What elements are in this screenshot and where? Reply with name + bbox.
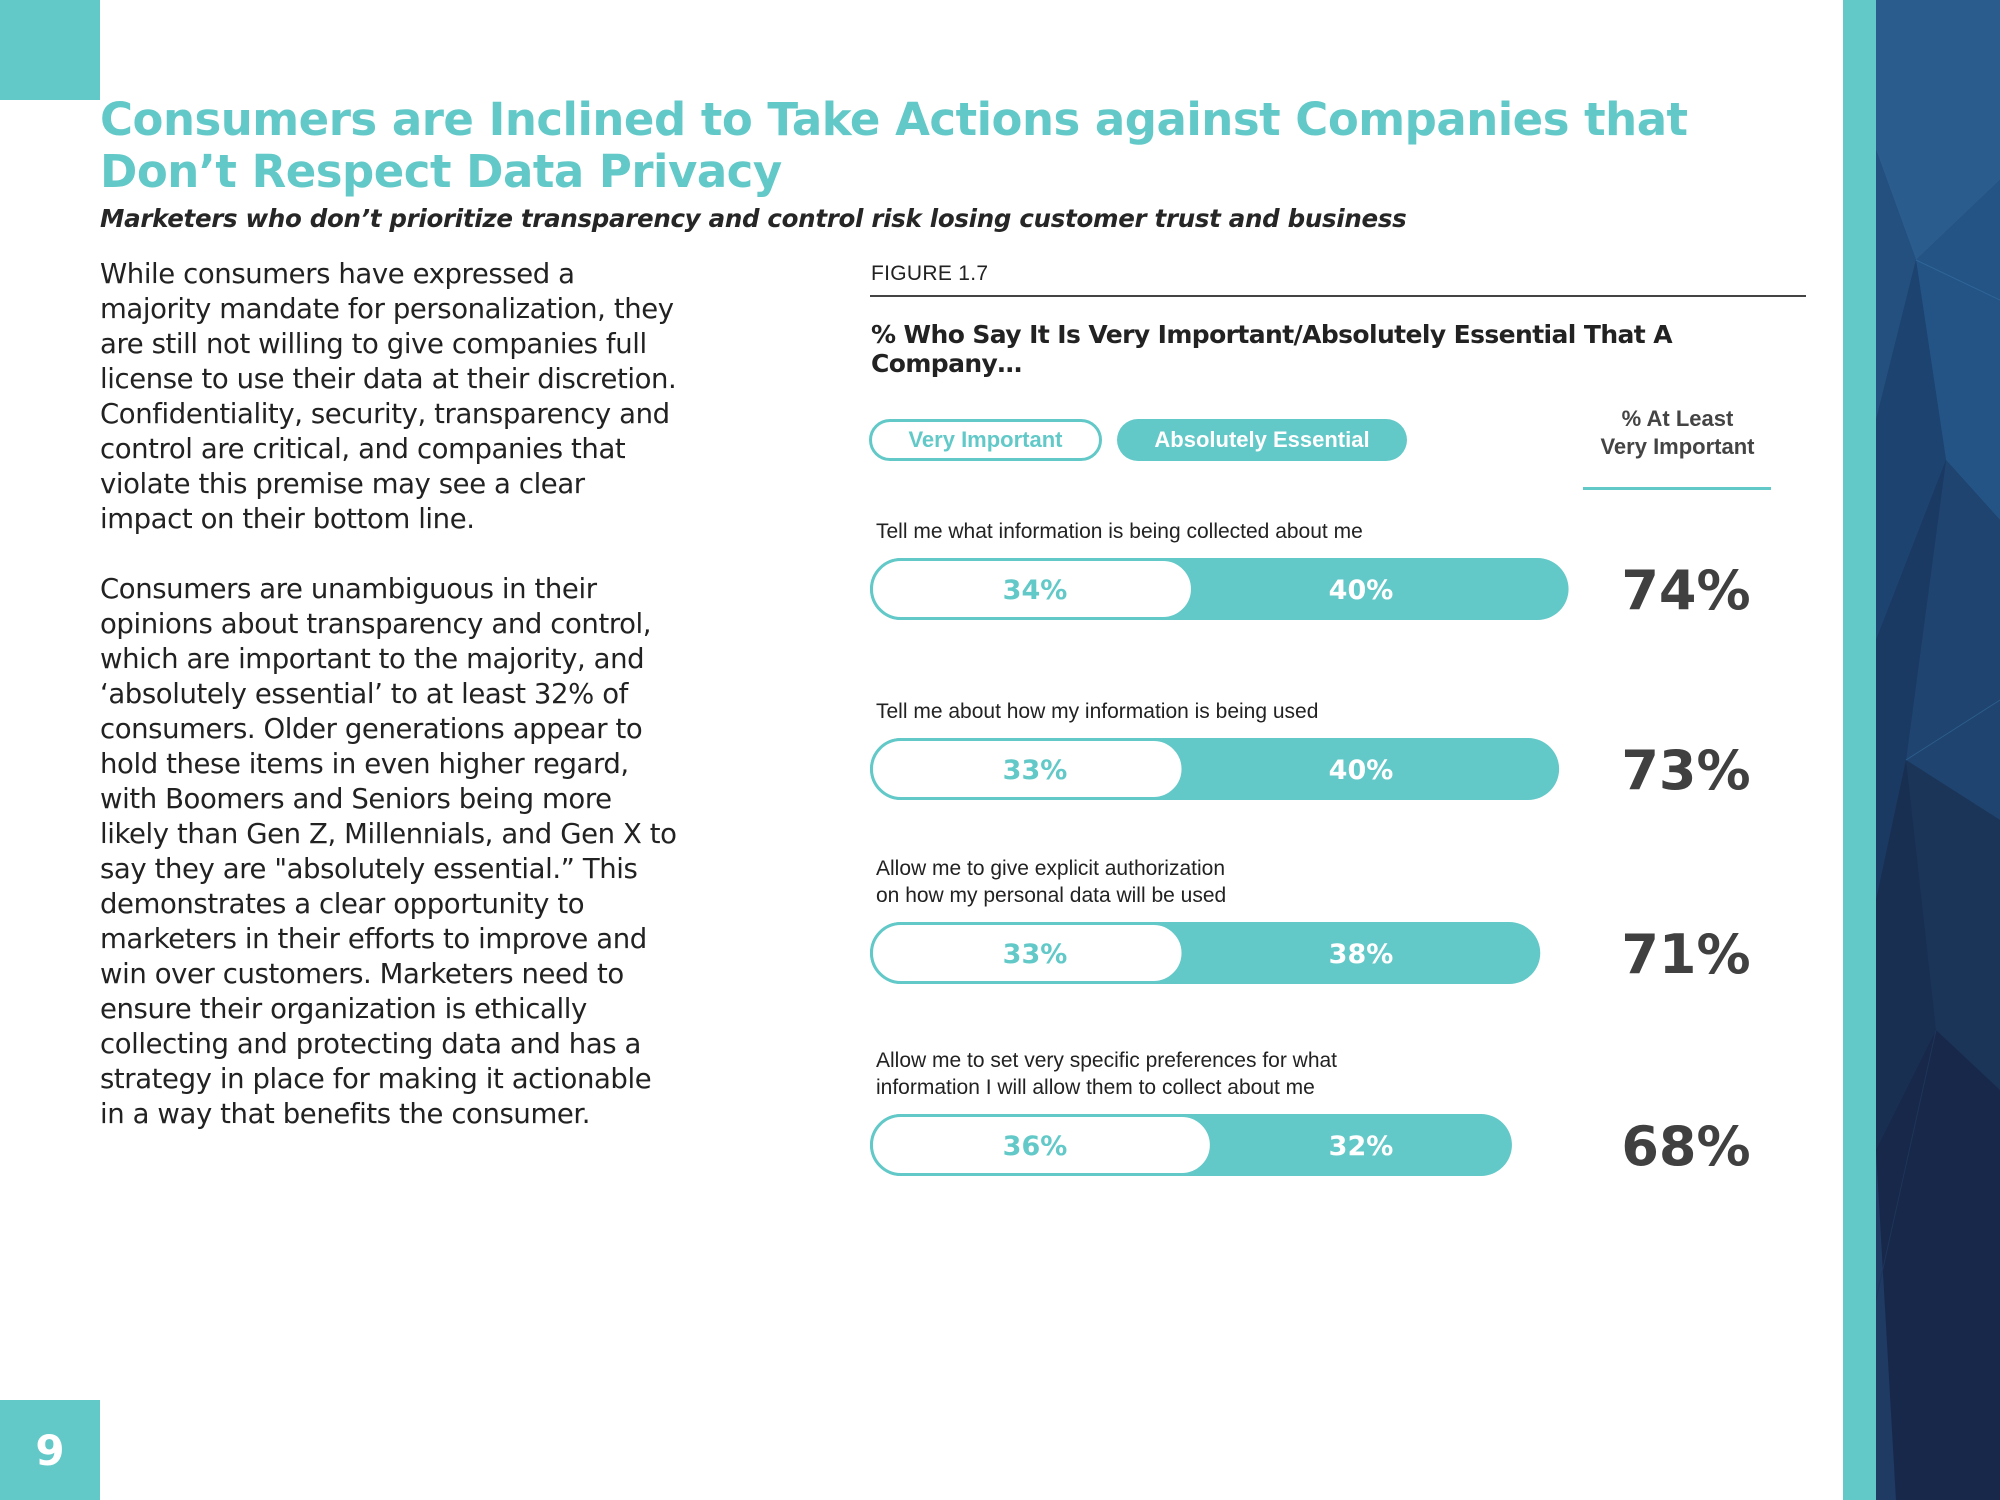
bar-very-important <box>870 558 1194 620</box>
total-column-divider <box>1583 487 1771 490</box>
legend-very-important: Very Important <box>869 419 1102 461</box>
category-label: Tell me about how my information is bein… <box>876 700 1318 723</box>
page-subtitle: Marketers who don’t prioritize transpare… <box>100 204 1407 233</box>
page-number: 9 <box>0 1400 100 1500</box>
value-label-very-important: 33% <box>1003 755 1068 786</box>
total-value-label: 68% <box>1621 1115 1750 1178</box>
legend-absolutely-essential: Absolutely Essential <box>1117 419 1407 461</box>
value-label-very-important: 33% <box>1003 939 1068 970</box>
body-paragraph: While consumers have expressed a majorit… <box>100 258 677 535</box>
body-paragraph: Consumers are unambiguous in their opini… <box>100 573 677 1130</box>
value-label-absolutely-essential: 40% <box>1329 755 1394 786</box>
category-label: on how my personal data will be used <box>876 884 1226 907</box>
category-label: information I will allow them to collect… <box>876 1076 1315 1099</box>
corner-accent-block <box>0 0 100 100</box>
value-label-absolutely-essential: 38% <box>1329 939 1394 970</box>
value-label-very-important: 34% <box>1003 575 1068 606</box>
bar-very-important <box>870 738 1185 800</box>
category-label: Tell me what information is being collec… <box>876 520 1363 543</box>
total-value-label: 71% <box>1621 923 1750 986</box>
figure-label: FIGURE 1.7 <box>871 262 989 285</box>
total-value-label: 74% <box>1621 559 1750 622</box>
total-column-header-line: % At Least <box>1621 406 1734 431</box>
side-accent-strip <box>1843 0 1876 1500</box>
category-label: Allow me to give explicit authorization <box>876 857 1225 880</box>
total-value-label: 73% <box>1621 739 1750 802</box>
page-title: Consumers are Inclined to Take Actions a… <box>100 93 1688 198</box>
total-column-header-line: Very Important <box>1600 434 1755 459</box>
bar-very-important <box>870 922 1185 984</box>
body-text: While consumers have expressed a majorit… <box>100 257 680 1167</box>
decorative-polygon-panel <box>1876 0 2000 1500</box>
figure-divider <box>870 295 1806 297</box>
chart-title: % Who Say It Is Very Important/Absolutel… <box>871 320 1673 378</box>
value-label-absolutely-essential: 40% <box>1329 575 1394 606</box>
value-label-very-important: 36% <box>1003 1131 1068 1162</box>
category-label: Allow me to set very specific preference… <box>876 1049 1337 1072</box>
value-label-absolutely-essential: 32% <box>1329 1131 1394 1162</box>
bar-very-important <box>870 1114 1213 1176</box>
total-column-header: % At Least Very Important <box>1555 405 1800 461</box>
